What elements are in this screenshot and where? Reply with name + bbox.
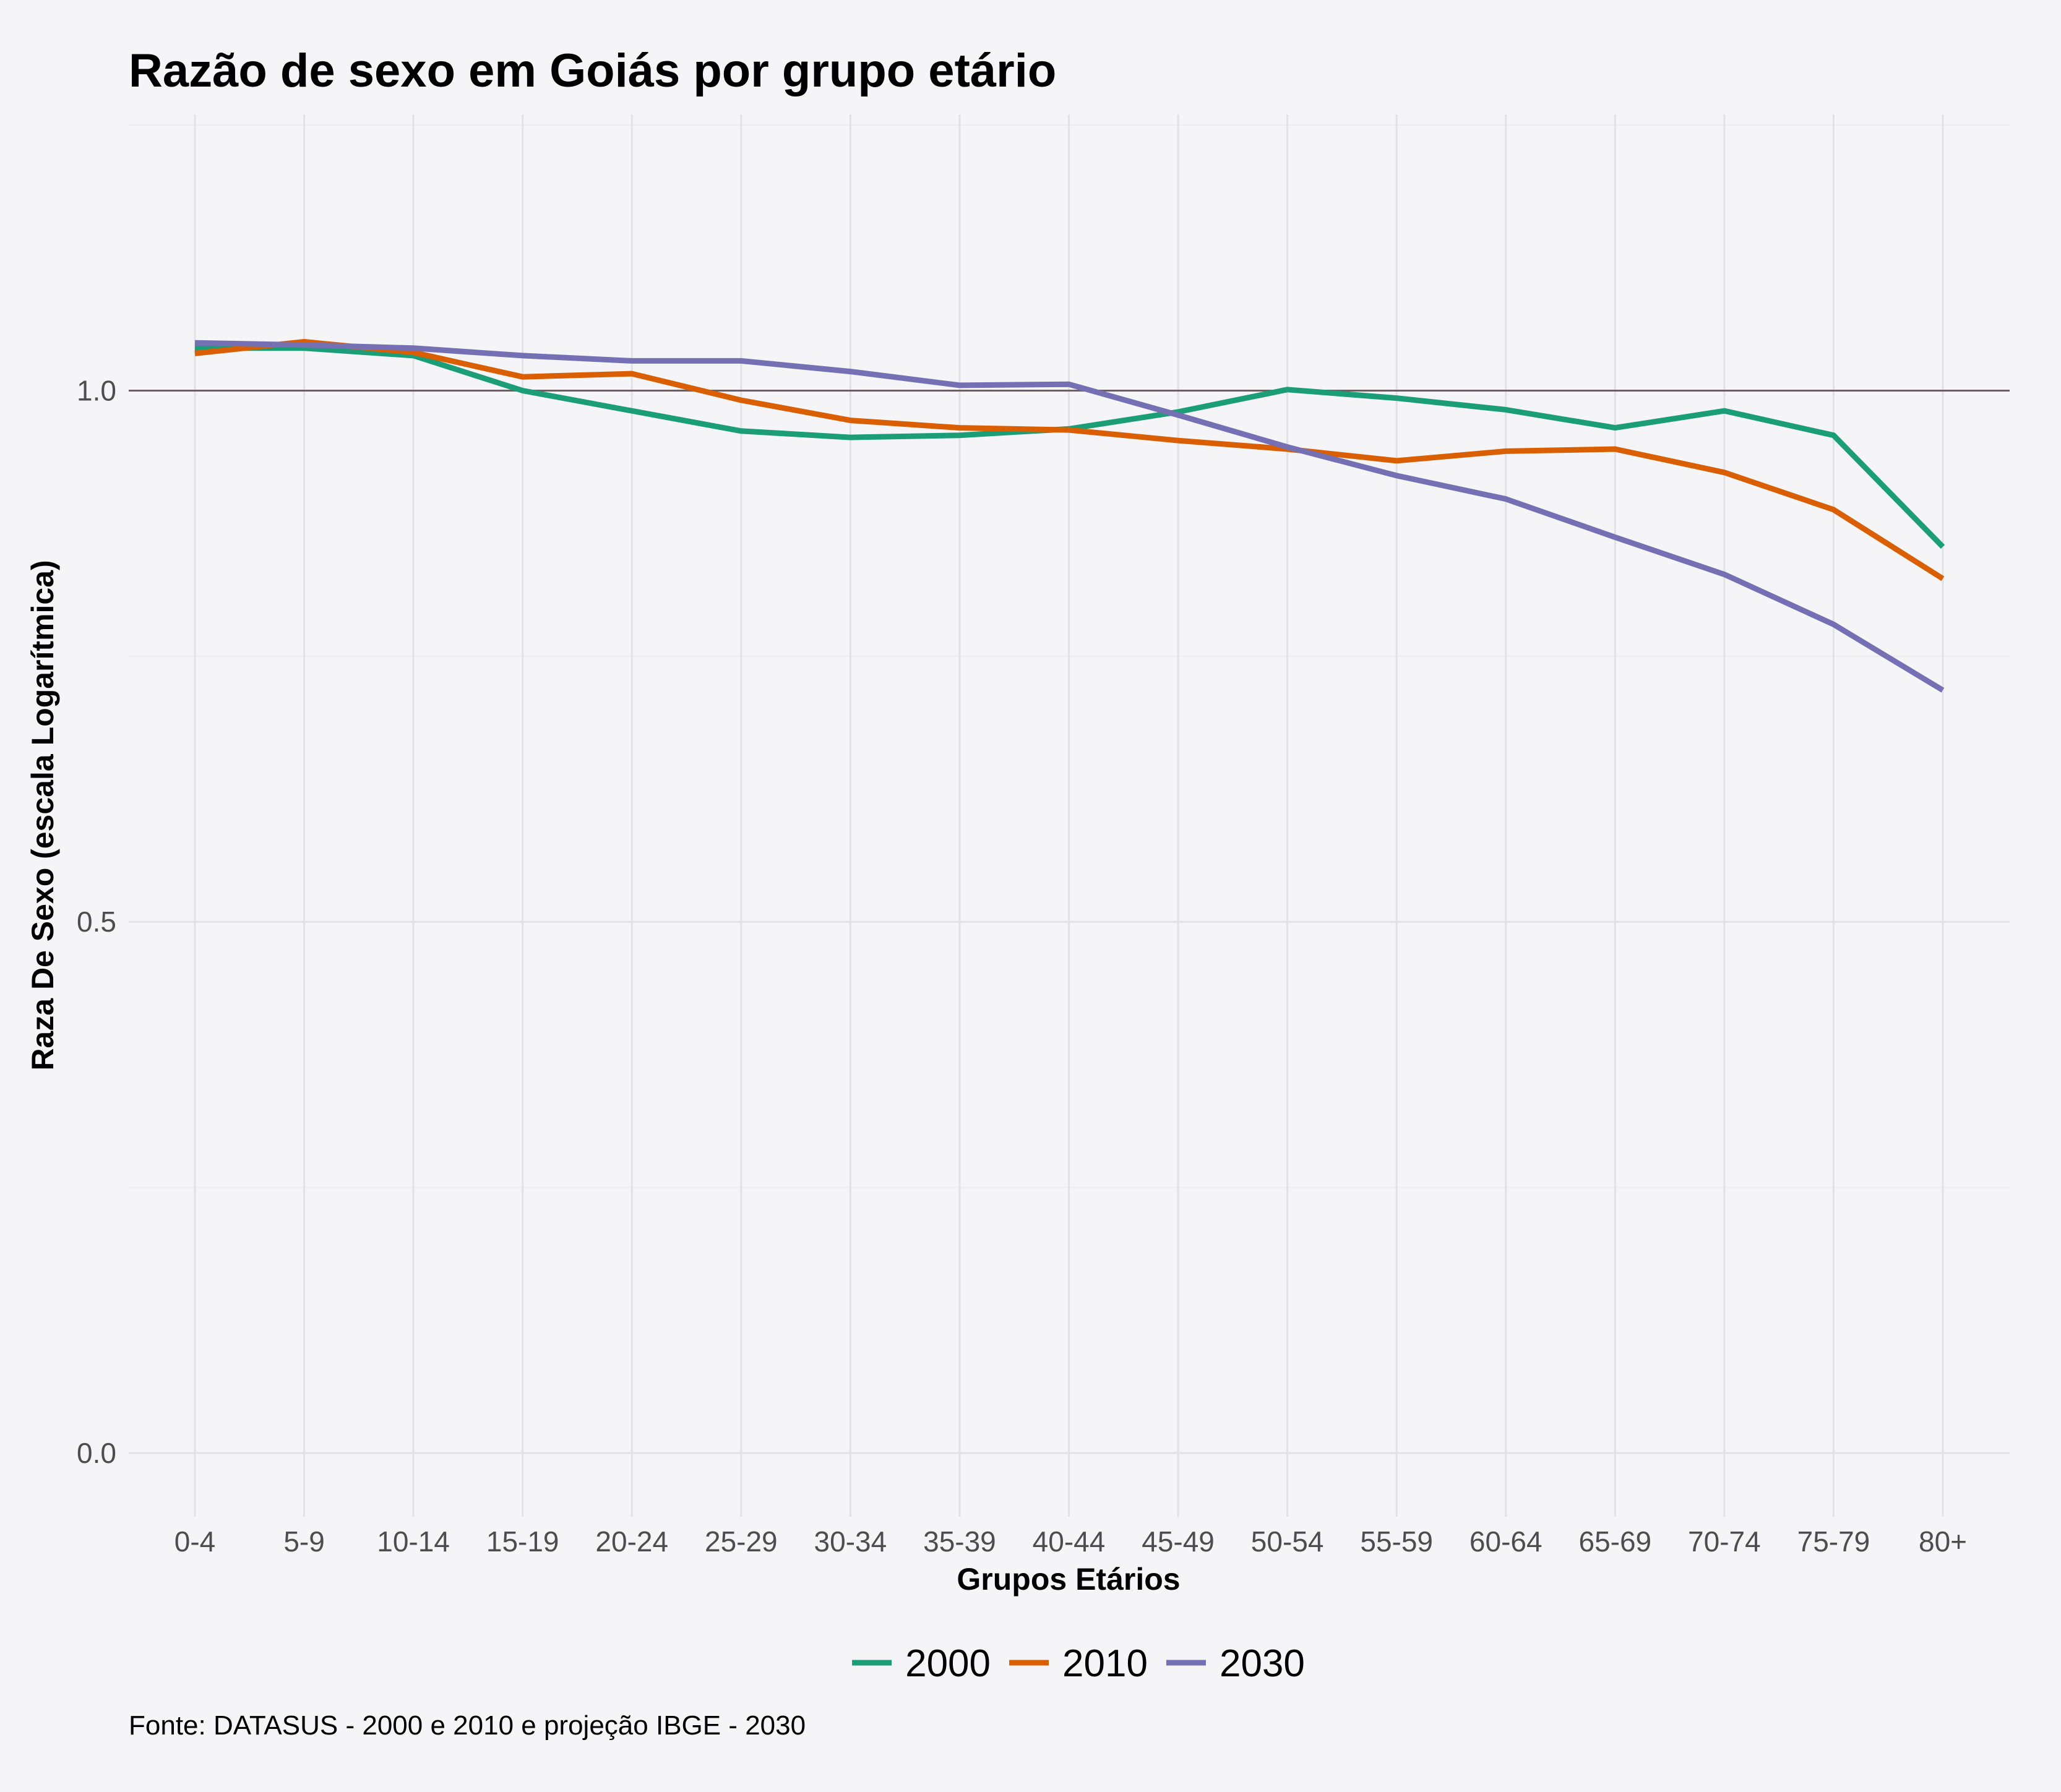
y-tick-label: 0.5 [77,906,116,938]
legend-label-2000: 2000 [905,1642,991,1685]
x-tick-label: 60-64 [1469,1525,1543,1558]
x-tick-label: 30-34 [814,1525,887,1558]
x-tick-label: 25-29 [705,1525,778,1558]
chart-title: Razão de sexo em Goiás por grupo etário [129,45,1056,97]
x-tick-label: 5-9 [283,1525,324,1558]
x-tick-label: 75-79 [1797,1525,1870,1558]
y-tick-label: 1.0 [77,375,116,407]
x-tick-label: 65-69 [1578,1525,1651,1558]
x-tick-label: 10-14 [377,1525,450,1558]
x-tick-label: 35-39 [923,1525,996,1558]
x-tick-label: 80+ [1919,1525,1967,1558]
y-tick-label: 0.0 [77,1437,116,1469]
x-axis-title: Grupos Etários [957,1562,1180,1597]
x-tick-label: 70-74 [1688,1525,1761,1558]
x-tick-label: 55-59 [1360,1525,1433,1558]
series-line-2010 [194,339,1945,581]
source-caption: Fonte: DATASUS - 2000 e 2010 e projeção … [129,1710,806,1741]
x-tick-label: 20-24 [595,1525,668,1558]
series-line-2030 [194,340,1945,693]
series-lines [194,339,1945,693]
grid-lines [129,114,2010,1517]
x-axis-ticks: 0-4 5-9 10-14 15-19 20-24 25-29 30-34 35-39 40-4… [174,1525,1967,1558]
x-tick-label: 40-44 [1033,1525,1106,1558]
x-tick-label: 15-19 [486,1525,559,1558]
y-axis-ticks: 0.0 0.5 1.0 [77,375,116,1469]
y-axis-title: Raza De Sexo (escala Logarítmica) [25,560,60,1070]
legend-label-2030: 2030 [1220,1642,1305,1685]
legend-label-2010: 2010 [1062,1642,1148,1685]
legend: 2000 2010 2030 [852,1642,1305,1685]
x-tick-label: 45-49 [1142,1525,1215,1558]
x-tick-label: 0-4 [174,1525,215,1558]
x-tick-label: 50-54 [1251,1525,1324,1558]
